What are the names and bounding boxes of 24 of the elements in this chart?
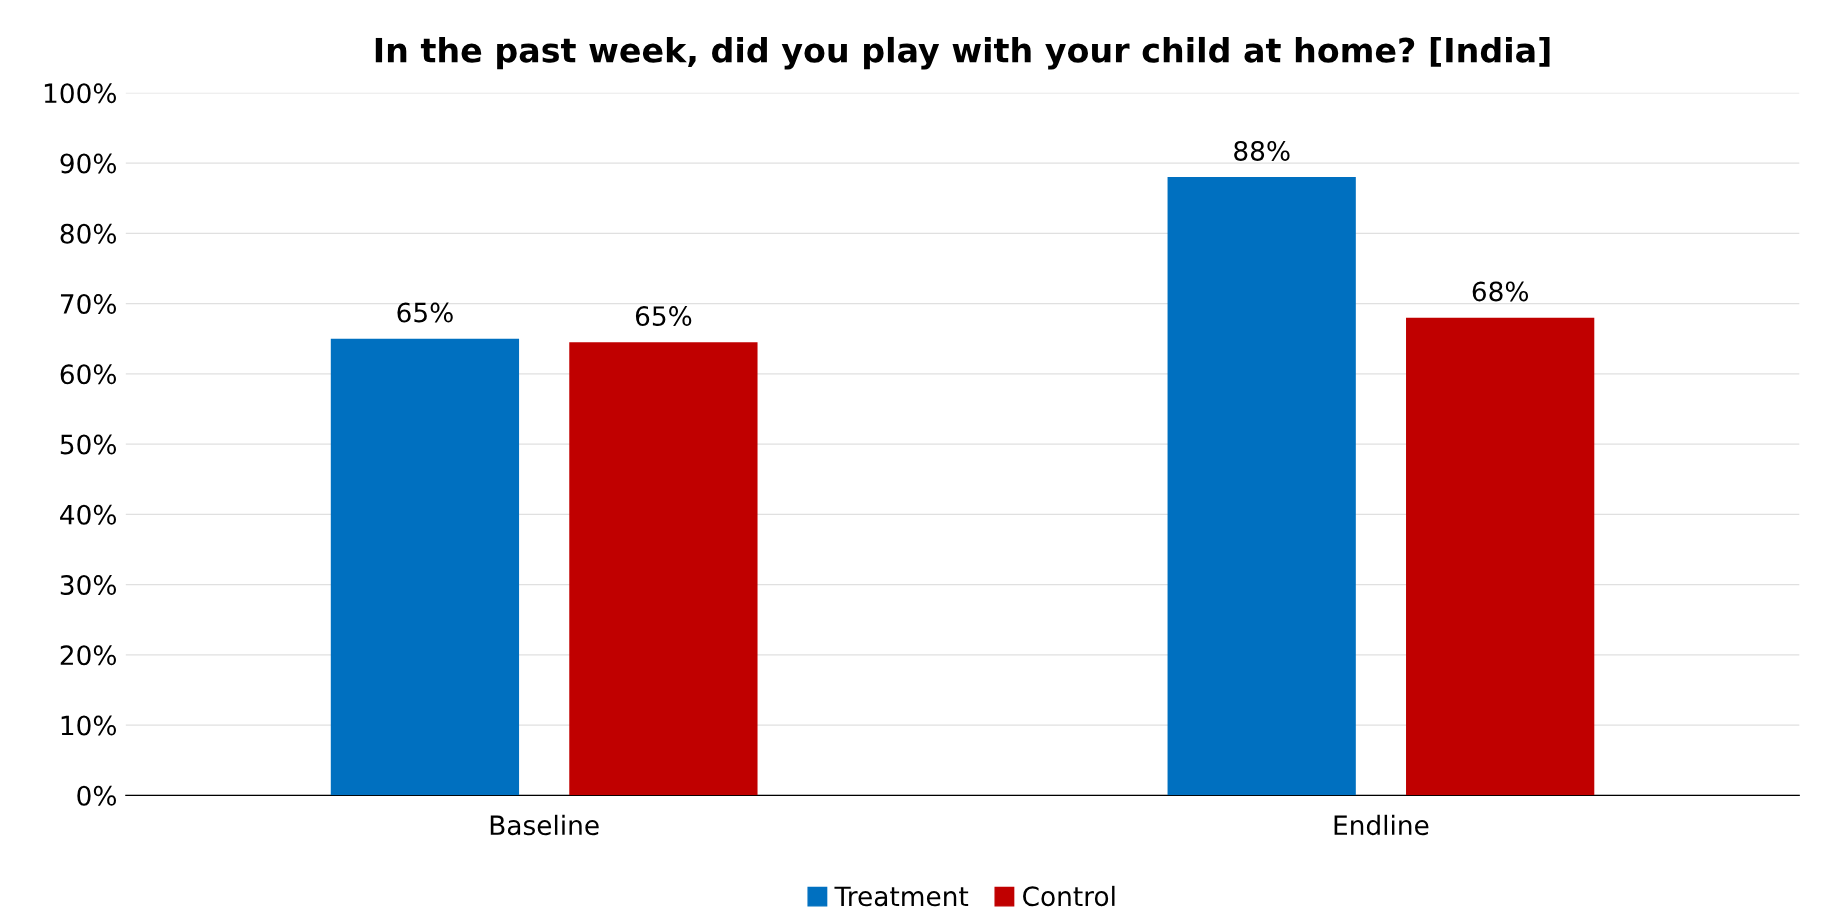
y-tick-label: 50% [60,434,116,455]
x-tick-label: Baseline [490,814,599,836]
y-tick-label: 0% [77,785,116,806]
y-tick-label: 60% [60,364,116,385]
legend-label: Treatment [834,886,969,907]
data-label: 65% [397,302,453,323]
bar [330,338,520,796]
data-label: 65% [635,306,692,326]
y-tick-label: 40% [60,504,116,525]
chart-title: In the past week, did you play with your child at home? [India] [375,36,1550,70]
y-tick-label: 80% [60,223,116,244]
y-tick-label: 30% [60,575,116,595]
y-tick-label: 20% [60,645,116,666]
y-tick-label: 70% [60,294,116,314]
legend-label: Control [1023,885,1115,907]
bar [1406,317,1595,796]
bar [569,342,758,796]
data-label: 68% [1472,281,1529,302]
bar [1167,177,1356,796]
data-label: 88% [1234,140,1290,161]
y-tick-label: 90% [60,153,116,174]
y-tick-label: 10% [61,715,116,736]
y-tick-label: 100% [44,83,116,104]
x-tick-label: Endline [1334,814,1429,836]
